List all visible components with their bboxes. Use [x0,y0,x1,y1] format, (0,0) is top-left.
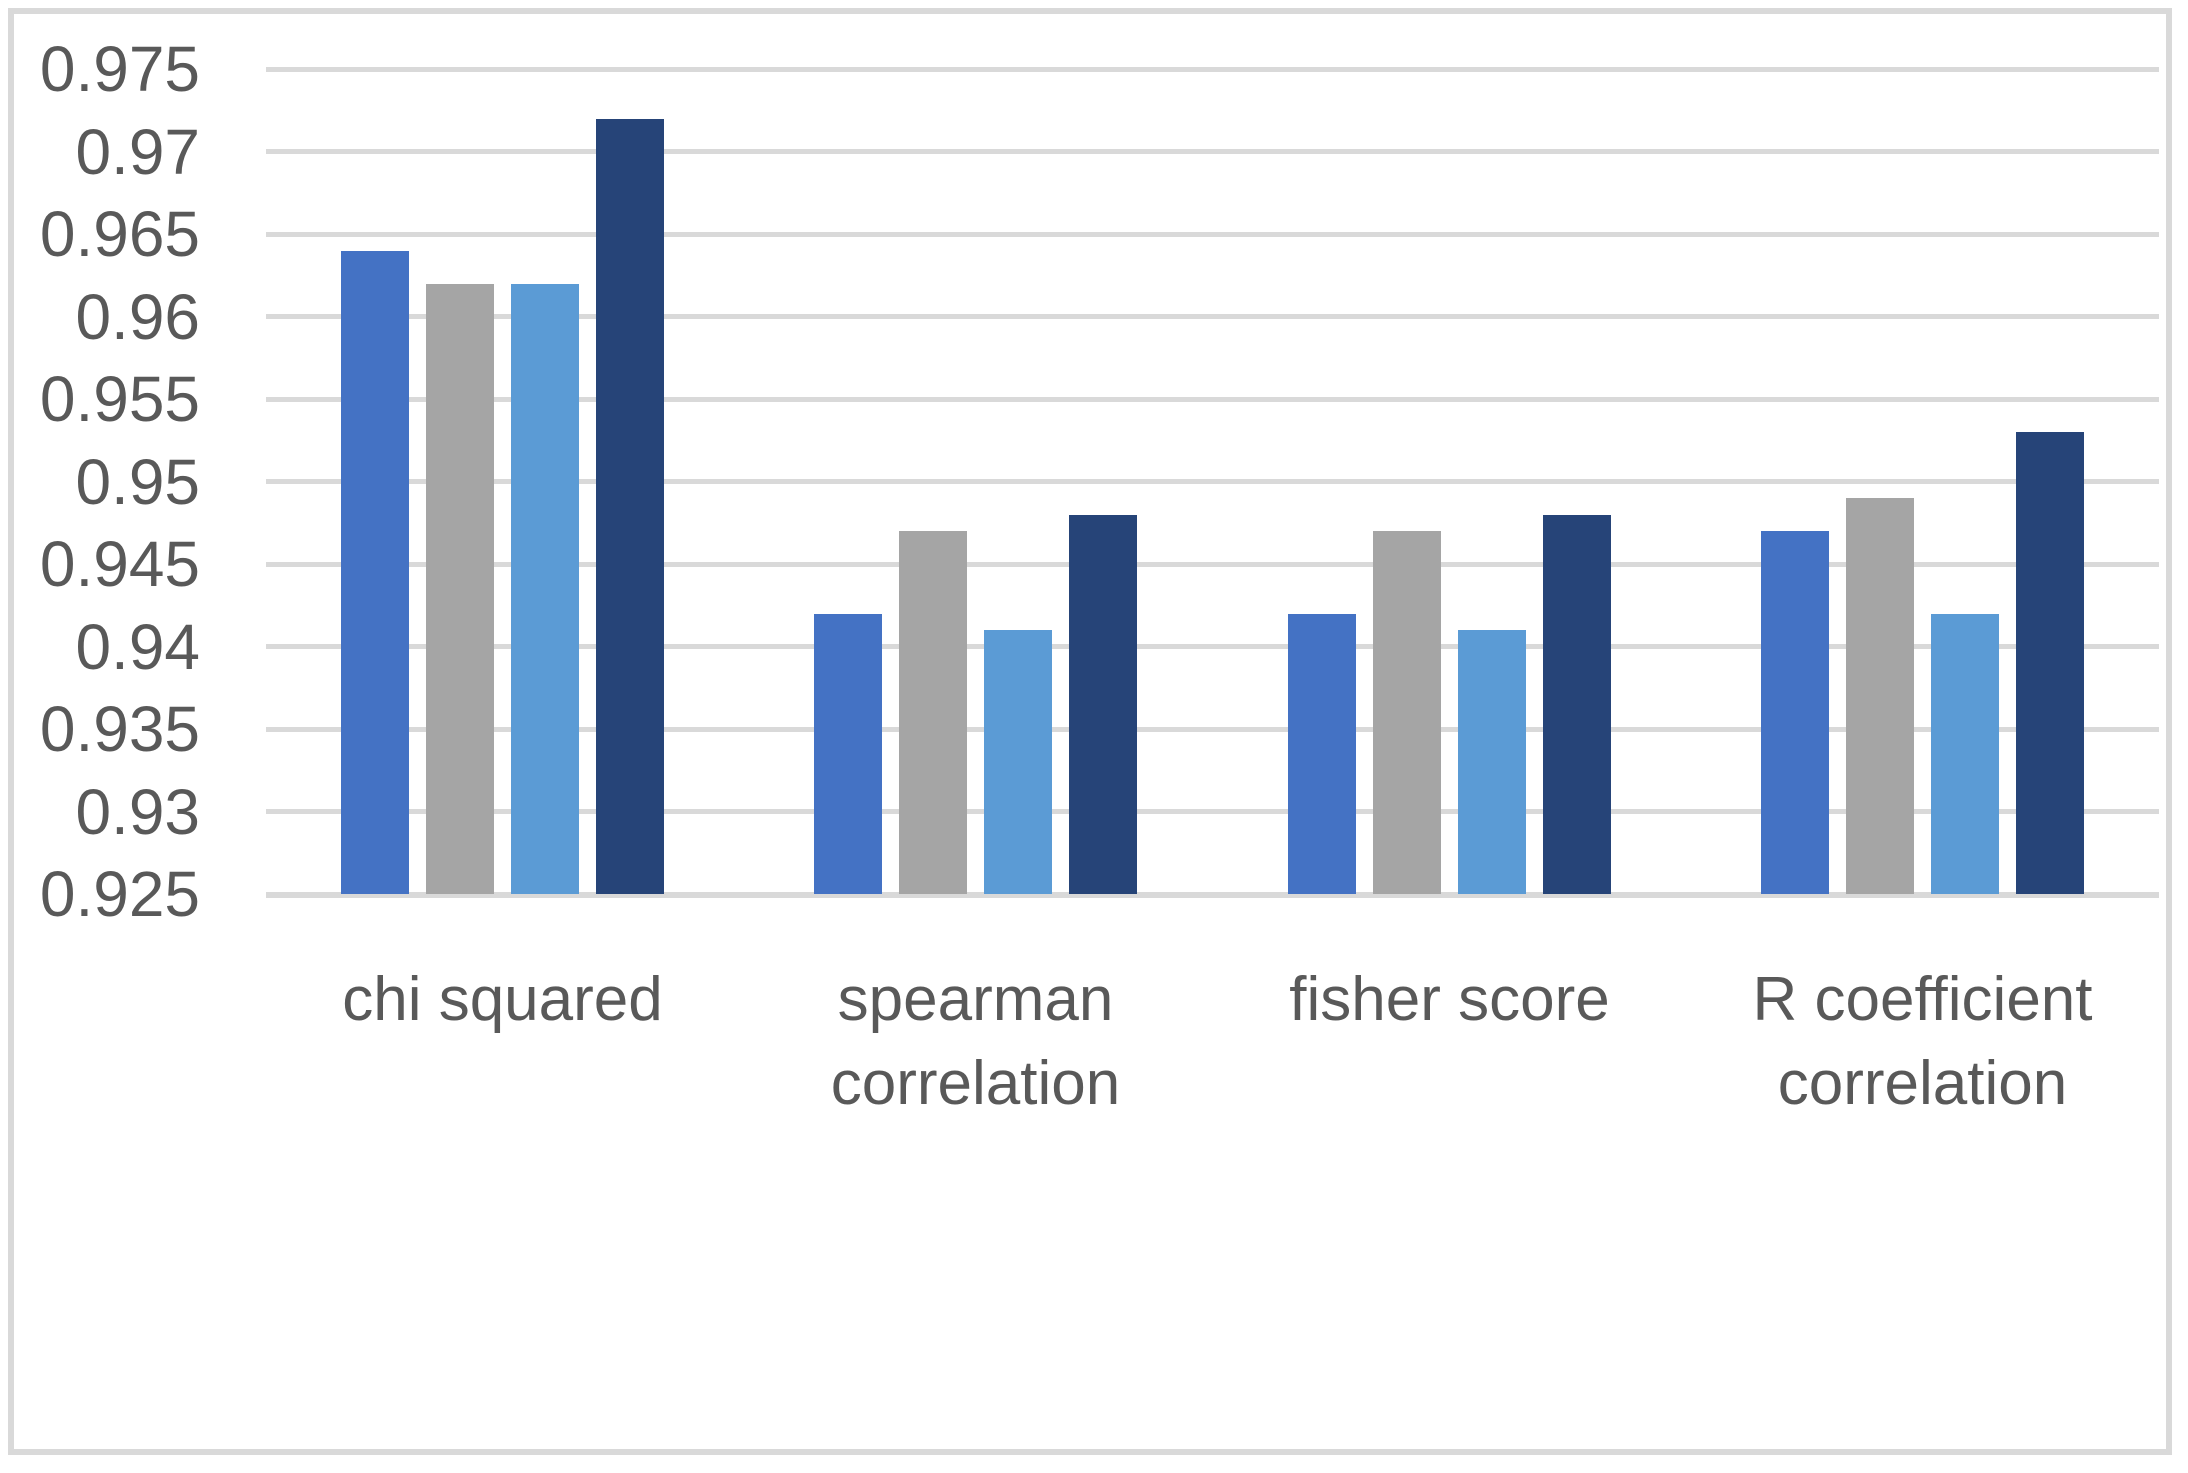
y-tick-label-0.94: 0.94 [75,611,200,683]
bar-r-coefficient-correlation-series4 [2016,432,2084,894]
bar-spearman-correlation-series4 [1069,515,1137,894]
gridline-0.95 [266,479,2159,484]
bar-spearman-correlation-series2 [899,531,967,894]
bar-r-coefficient-correlation-series2 [1846,498,1914,894]
bar-fisher-score-series4 [1543,515,1611,894]
x-axis-label-fisher-score: fisher score [1289,965,1610,1034]
y-tick-label-0.93: 0.93 [75,776,200,848]
y-tick-label-0.97: 0.97 [75,116,200,188]
y-tick-label-0.95: 0.95 [75,446,200,518]
bar-spearman-correlation-series3 [984,630,1052,894]
bar-r-coefficient-correlation-series1 [1761,531,1829,894]
gridline-0.97 [266,149,2159,154]
y-tick-label-0.945: 0.945 [39,528,200,600]
bar-r-coefficient-correlation-series3 [1931,614,1999,894]
gridline-0.94 [266,644,2159,649]
y-tick-label-0.965: 0.965 [39,198,200,270]
gridline-0.93 [266,809,2159,814]
gridline-0.96 [266,314,2159,319]
x-axis-label-chi-squared: chi squared [342,965,663,1034]
chart-border [8,8,2172,1455]
y-tick-label-0.96: 0.96 [75,281,200,353]
bar-fisher-score-series2 [1373,531,1441,894]
y-tick-label-0.975: 0.975 [39,33,200,105]
gridline-0.965 [266,232,2159,237]
bar-chi-squared-series1 [341,251,409,894]
bar-fisher-score-series1 [1288,614,1356,894]
bar-chi-squared-series2 [426,284,494,894]
y-tick-label-0.925: 0.925 [39,858,200,930]
bar-spearman-correlation-series1 [814,614,882,894]
gridline-0.975 [266,67,2159,72]
y-tick-label-0.955: 0.955 [39,363,200,435]
bar-fisher-score-series3 [1458,630,1526,894]
x-axis-label-r-coefficient-correlation: R coefficient correlation [1752,965,2093,1118]
gridline-0.935 [266,727,2159,732]
x-axis-line [266,892,2159,898]
gridline-0.955 [266,397,2159,402]
y-tick-label-0.935: 0.935 [39,693,200,765]
bar-chi-squared-series4 [596,119,664,894]
gridline-0.945 [266,562,2159,567]
x-axis-label-spearman-correlation: spearman correlation [830,965,1121,1118]
bar-chi-squared-series3 [511,284,579,894]
